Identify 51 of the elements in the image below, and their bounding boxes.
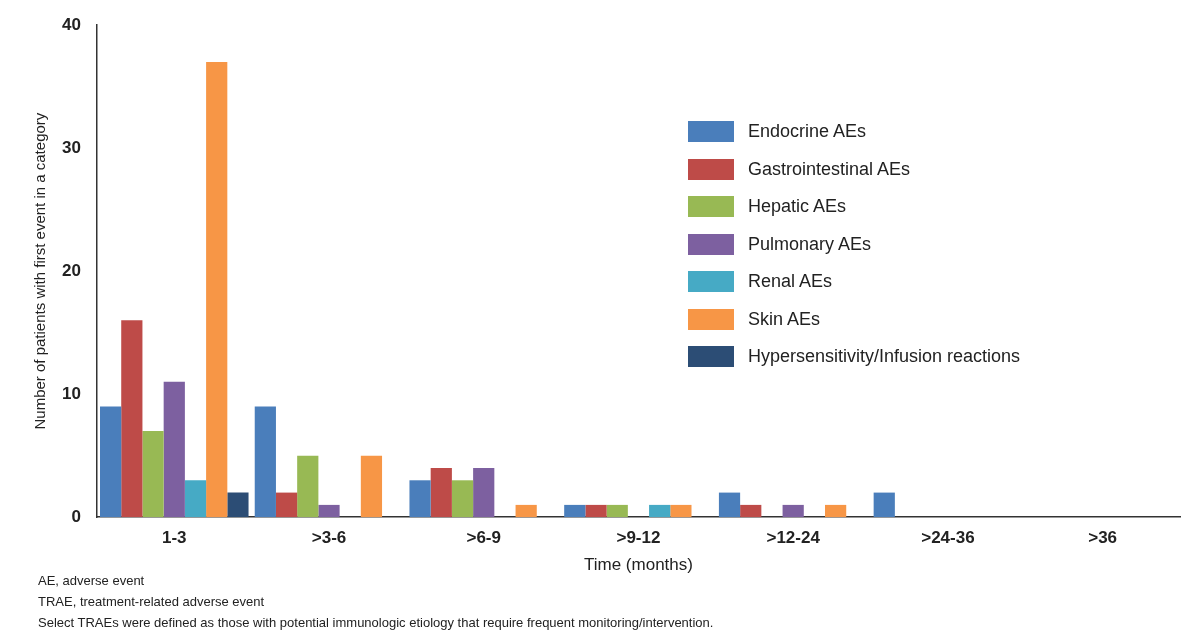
legend-label: Hepatic AEs [748,196,847,218]
x-tick-label: >6-9 [466,528,501,548]
bar [515,504,537,518]
legend-label: Hypersensitivity/Infusion reactions [748,346,1021,368]
bar [297,455,319,518]
bar [318,504,340,518]
legend-label: Renal AEs [748,271,833,293]
bar [873,492,895,518]
y-tick-label: 30 [61,137,81,157]
bar [451,480,474,518]
bar [649,504,671,518]
legend-label: Gastrointestinal AEs [748,158,911,180]
bar [206,61,228,518]
legend-label: Skin AEs [748,308,821,330]
bar [606,504,628,518]
bar [100,406,122,518]
bar [670,504,692,518]
bar [142,431,164,518]
bar [163,381,185,518]
bar [825,504,847,518]
bar [718,492,741,518]
text: Select TRAEs were defined as those with potential immunologic etiology that require frequent monitoring/intervention. [38,614,714,630]
y-tick-label: 10 [61,383,81,403]
bar [227,492,249,518]
y-tick-label: 20 [61,260,81,280]
text: AE, adverse event [38,573,145,588]
bar [564,504,586,518]
bar [430,467,452,518]
x-tick-label: >12-24 [766,528,821,548]
x-tick-label: >9-12 [616,528,661,548]
x-tick-label: 1-3 [161,528,187,548]
bar [184,480,207,518]
bar [254,406,276,518]
y-tick-label: 40 [61,14,81,34]
x-axis-title: Time (months) [583,555,693,575]
bar [782,504,804,518]
y-axis-title: Number of patients with first event in a category [31,112,49,430]
bar [473,467,495,518]
x-tick-label: >24-36 [921,528,975,548]
x-tick-label: >36 [1088,528,1118,548]
bar [585,504,607,518]
bar [275,492,298,518]
bar [121,320,143,518]
text: TRAE, treatment-related adverse event [38,593,266,611]
legend-label: Pulmonary AEs [748,233,872,255]
legend-label: Endocrine AEs [748,121,867,143]
bar [740,504,762,518]
bar [409,480,431,518]
y-tick-label: 0 [71,506,81,526]
x-tick-label: >3-6 [311,528,347,548]
bar [360,455,383,518]
